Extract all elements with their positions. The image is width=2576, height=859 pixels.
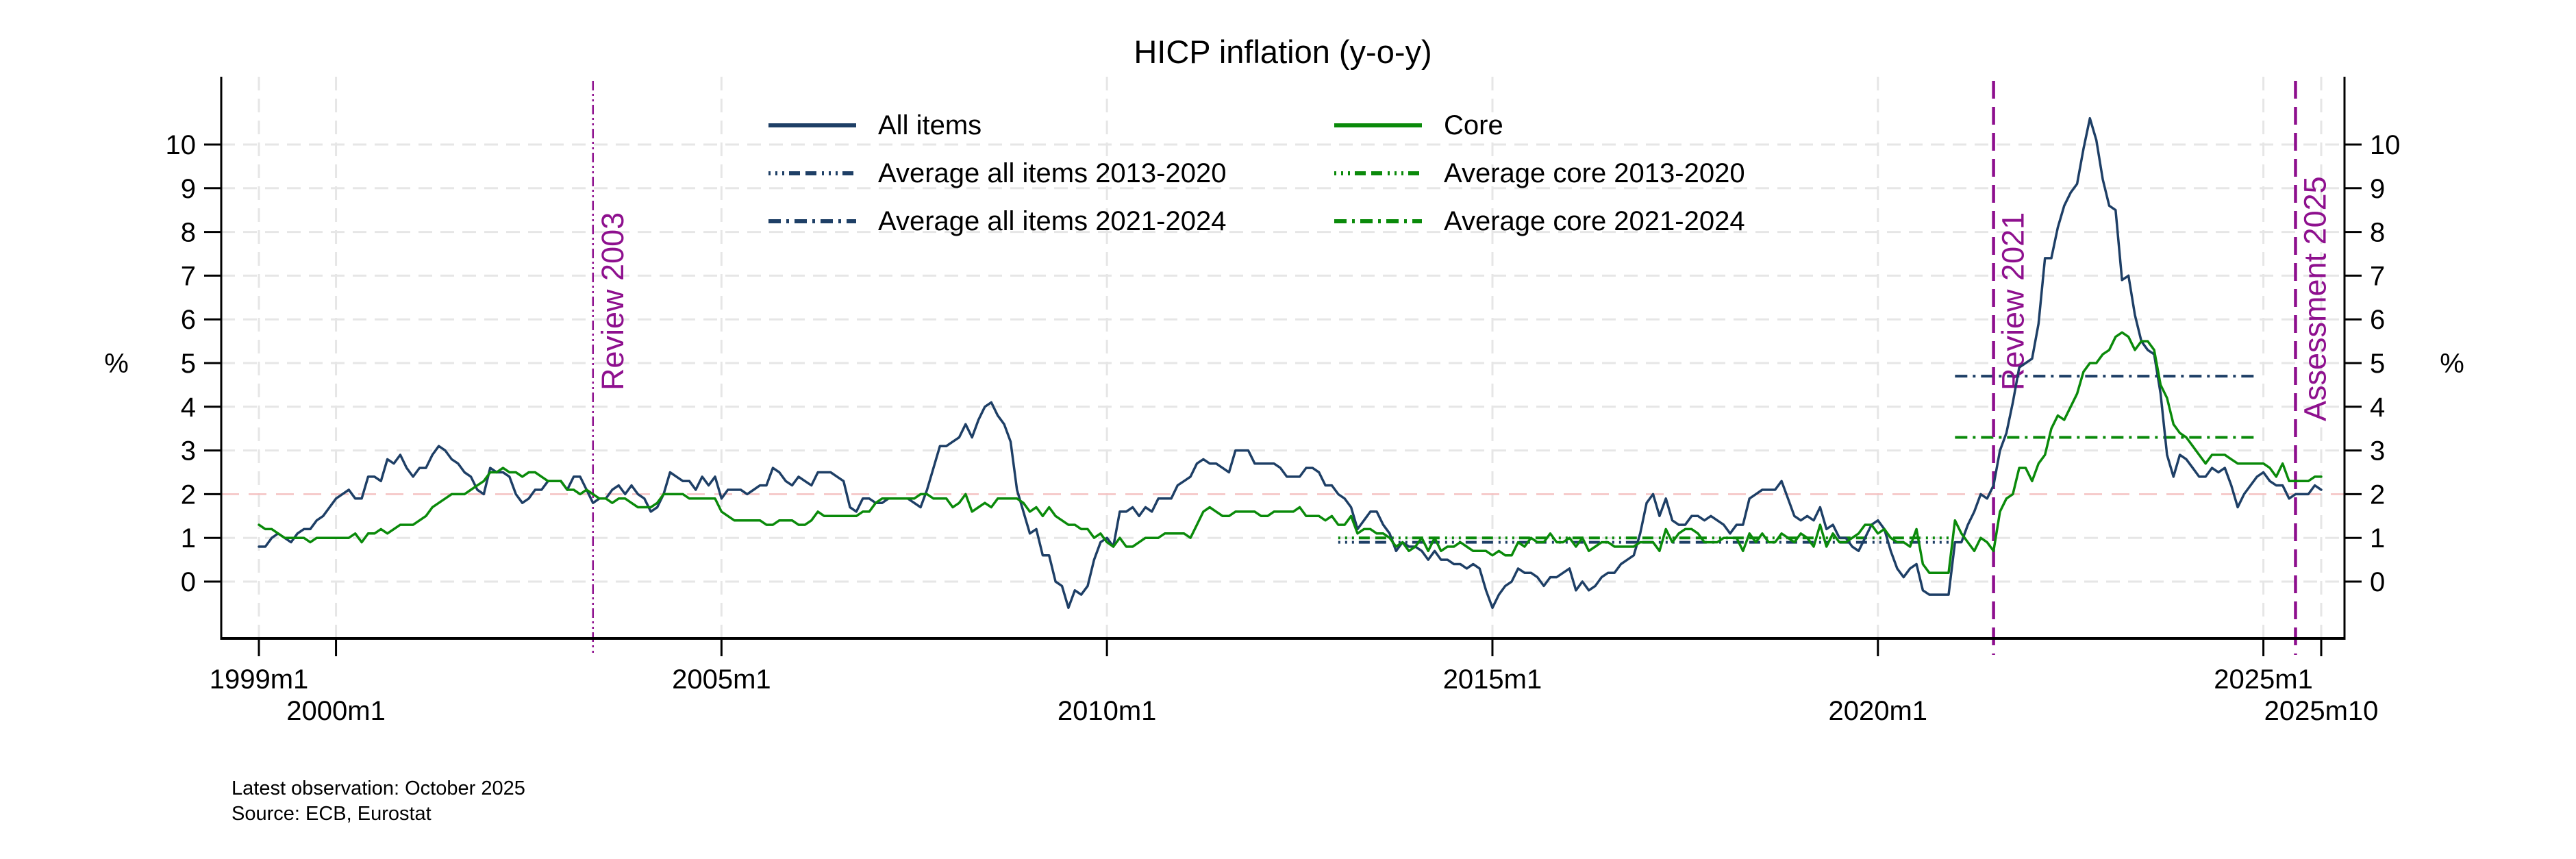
svg-text:0: 0: [181, 567, 196, 597]
chart-footnotes: Latest observation: October 2025 Source:…: [232, 776, 525, 827]
chart-title: HICP inflation (y-o-y): [1134, 34, 1432, 70]
svg-text:5: 5: [181, 349, 196, 379]
svg-text:7: 7: [181, 261, 196, 291]
svg-text:0: 0: [2370, 567, 2385, 597]
svg-text:9: 9: [181, 174, 196, 204]
svg-text:2025m10: 2025m10: [2264, 696, 2379, 726]
source-note: Source: ECB, Eurostat: [232, 803, 432, 825]
axes: [220, 77, 2346, 640]
legend-label: Average core 2021-2024: [1444, 206, 1745, 236]
average-all-items-2013-2020-swatch-icon: [768, 171, 856, 175]
svg-text:2: 2: [181, 480, 196, 510]
svg-text:6: 6: [2370, 305, 2385, 335]
core-line: [258, 331, 2323, 574]
svg-text:1: 1: [181, 523, 196, 553]
svg-text:2010m1: 2010m1: [1058, 696, 1157, 726]
legend-label: Average all items 2013-2020: [878, 158, 1227, 188]
svg-text:5: 5: [2370, 349, 2385, 379]
legend-item-average-all-items-2013-2020: Average all items 2013-2020: [767, 149, 1226, 197]
latest-observation-note: Latest observation: October 2025: [232, 777, 525, 799]
average-core-2021-2024-swatch-icon: [1334, 219, 1422, 223]
svg-text:10: 10: [166, 130, 197, 160]
svg-text:8: 8: [2370, 218, 2385, 248]
legend-item-average-core-2013-2020: Average core 2013-2020: [1333, 149, 1745, 197]
svg-text:7: 7: [2370, 261, 2385, 291]
svg-text:8: 8: [181, 218, 196, 248]
legend-label: Core: [1444, 110, 1503, 140]
event-lines: Review 2003 Review 2021 Assessment 2025: [592, 81, 2332, 655]
all-items-line-swatch-icon: [768, 123, 856, 127]
review-2003-label: Review 2003: [595, 212, 630, 390]
svg-text:2015m1: 2015m1: [1443, 664, 1542, 695]
core-line-swatch-icon: [1334, 123, 1422, 127]
svg-text:2020m1: 2020m1: [1828, 696, 1927, 726]
legend-column-all-items: All items Average all items 2013-2020 Av…: [767, 101, 1226, 245]
svg-text:4: 4: [2370, 393, 2385, 423]
svg-text:2005m1: 2005m1: [672, 664, 771, 695]
svg-text:2000m1: 2000m1: [286, 696, 386, 726]
y-axis-label-left: %: [104, 349, 129, 379]
svg-text:6: 6: [181, 305, 196, 335]
legend-item-core: Core: [1333, 101, 1745, 149]
svg-text:10: 10: [2370, 130, 2401, 160]
average-core-2013-2020-swatch-icon: [1334, 171, 1422, 175]
legend-label: Average all items 2021-2024: [878, 206, 1227, 236]
svg-text:9: 9: [2370, 174, 2385, 204]
svg-text:2025m1: 2025m1: [2214, 664, 2313, 695]
svg-text:2: 2: [2370, 480, 2385, 510]
review-2021-label: Review 2021: [1996, 212, 2031, 390]
gridlines: [221, 77, 2344, 638]
svg-text:1: 1: [2370, 523, 2385, 553]
legend-label: Average core 2013-2020: [1444, 158, 1745, 188]
legend-column-core: Core Average core 2013-2020 Average core…: [1333, 101, 1745, 245]
svg-text:1999m1: 1999m1: [210, 664, 309, 695]
assessment-2025-label: Assessment 2025: [2297, 176, 2332, 421]
svg-text:3: 3: [2370, 436, 2385, 466]
legend-item-average-all-items-2021-2024: Average all items 2021-2024: [767, 197, 1226, 245]
svg-text:4: 4: [181, 393, 196, 423]
y-axis-label-right: %: [2440, 349, 2464, 379]
average-all-items-2021-2024-swatch-icon: [768, 219, 856, 223]
svg-text:3: 3: [181, 436, 196, 466]
legend-item-all-items: All items: [767, 101, 1226, 149]
legend-item-average-core-2021-2024: Average core 2021-2024: [1333, 197, 1745, 245]
legend-label: All items: [878, 110, 982, 140]
